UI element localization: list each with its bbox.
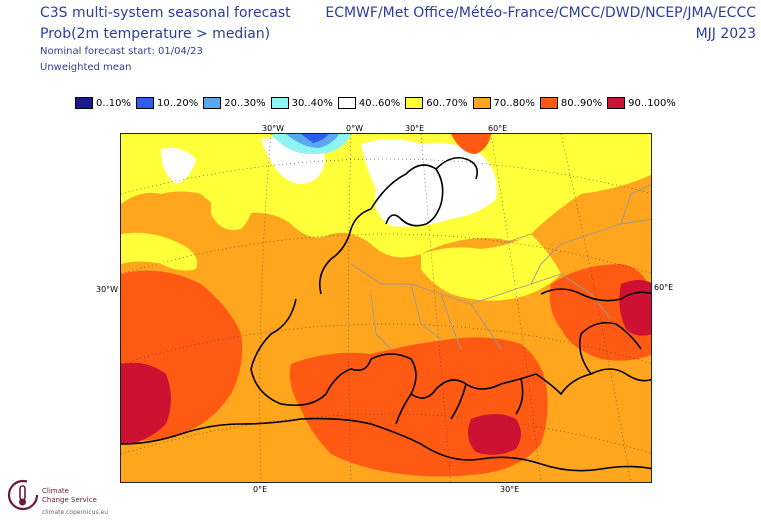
lon-label-top: 60°E (488, 124, 508, 133)
lat-label-right: 60°E (654, 283, 674, 292)
legend-swatch (337, 97, 356, 109)
legend-swatch (472, 97, 491, 109)
region-80-90-north (451, 134, 491, 154)
graticule (121, 134, 651, 482)
region-60-70-west (121, 232, 197, 271)
region-90-100-atlantic (121, 362, 171, 444)
legend-label: 30..40% (291, 97, 333, 109)
systems-list: ECMWF/Met Office/Météo-France/CMCC/DWD/N… (325, 5, 756, 21)
color-legend: 0..10% 10..20% 20..30% 30..40% 40..60% 6… (75, 96, 681, 110)
legend-item: 40..60% (337, 97, 401, 109)
legend-swatch (607, 97, 626, 109)
probability-map-svg (121, 134, 651, 482)
legend-item: 90..100% (607, 97, 676, 109)
lon-label-top: 0°W (346, 124, 363, 133)
legend-label: 20..30% (224, 97, 266, 109)
lon-label-top: 30°W (262, 124, 285, 133)
country-borders (350, 184, 651, 350)
logo-text-line1: Climate (42, 487, 69, 495)
forecast-map (120, 133, 652, 483)
lon-label-bottom: 30°E (500, 485, 520, 494)
legend-label: 40..60% (358, 97, 401, 109)
lat-label-left: 30°W (96, 285, 119, 294)
region-90-100-levant (467, 414, 521, 455)
legend-item: 10..20% (135, 97, 199, 109)
logo-text-line2: Change Service (42, 496, 97, 504)
chart-subtitle: Prob(2m temperature > median) (40, 26, 271, 42)
logo-url: climate.copernicus.eu (42, 509, 109, 516)
region-40-60-scandinavia (361, 139, 497, 227)
chart-title: C3S multi-system seasonal forecast (40, 5, 291, 21)
legend-swatch (203, 97, 222, 109)
region-60-70-east (421, 234, 561, 301)
legend-label: 10..20% (156, 97, 199, 109)
legend-item: 70..80% (472, 97, 535, 109)
region-60-70-atlantic (211, 180, 253, 230)
lon-label-top: 30°E (405, 124, 425, 133)
coastlines (121, 156, 651, 472)
legend-swatch (539, 97, 558, 109)
legend-swatch (135, 97, 154, 109)
legend-swatch (75, 97, 93, 109)
region-10-20 (301, 134, 329, 143)
legend-item: 0..10% (75, 97, 131, 109)
legend-swatch (405, 97, 424, 109)
mean-type: Unweighted mean (40, 62, 132, 73)
region-40-60-greenland (161, 147, 196, 184)
legend-item: 80..90% (539, 97, 603, 109)
legend-label: 0..10% (96, 97, 131, 109)
copernicus-logo-icon (7, 479, 39, 511)
legend-label: 70..80% (493, 97, 535, 109)
forecast-start: Nominal forecast start: 01/04/23 (40, 46, 203, 57)
legend-item: 20..30% (203, 97, 266, 109)
legend-label: 60..70% (426, 97, 468, 109)
legend-item: 60..70% (405, 97, 468, 109)
legend-label: 90..100% (628, 97, 676, 109)
legend-swatch (270, 97, 289, 109)
region-90-100-caucasus (619, 280, 651, 336)
legend-label: 80..90% (560, 97, 603, 109)
legend-item: 30..40% (270, 97, 333, 109)
forecast-period: MJJ 2023 (695, 26, 756, 42)
lon-label-bottom: 0°E (253, 485, 268, 494)
